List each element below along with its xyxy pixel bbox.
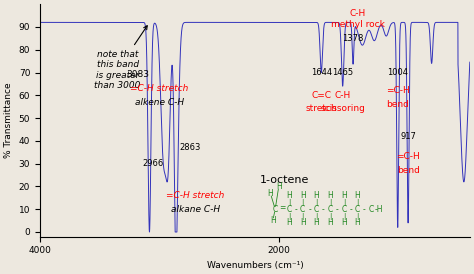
Text: |: |: [301, 199, 304, 206]
Text: H: H: [327, 218, 333, 227]
Text: H: H: [300, 191, 306, 200]
Text: 1378: 1378: [342, 34, 364, 43]
Text: note that
this band
is greater
than 3000: note that this band is greater than 3000: [94, 26, 147, 90]
Text: C: C: [341, 205, 346, 214]
Text: C: C: [300, 205, 305, 214]
Text: C-H: C-H: [335, 91, 351, 100]
Text: |: |: [288, 213, 290, 219]
Text: methyl rock: methyl rock: [331, 20, 384, 29]
Text: H: H: [341, 218, 346, 227]
Text: C: C: [314, 205, 319, 214]
Text: C: C: [273, 205, 278, 214]
Text: alkene C-H: alkene C-H: [135, 98, 184, 107]
Text: C-H: C-H: [349, 9, 366, 18]
Text: |: |: [315, 213, 318, 219]
Text: bend: bend: [386, 100, 409, 109]
Text: bend: bend: [397, 166, 419, 175]
Text: |: |: [356, 199, 359, 206]
Text: C: C: [355, 205, 360, 214]
Text: H: H: [313, 218, 319, 227]
Text: |: |: [288, 199, 290, 206]
Text: -: -: [336, 205, 338, 214]
Text: =C-H stretch: =C-H stretch: [130, 84, 189, 93]
Text: H: H: [286, 218, 292, 227]
Text: -H: -H: [374, 205, 383, 214]
Text: C: C: [328, 205, 333, 214]
Text: 2863: 2863: [180, 143, 201, 152]
Text: -: -: [363, 205, 366, 214]
Text: C=C: C=C: [311, 91, 331, 100]
Text: |: |: [315, 199, 318, 206]
Text: H: H: [300, 218, 306, 227]
Text: =C-H: =C-H: [386, 86, 410, 95]
Text: 2966: 2966: [142, 159, 164, 168]
Y-axis label: % Transmittance: % Transmittance: [4, 82, 13, 158]
Text: alkane C-H: alkane C-H: [171, 205, 220, 214]
Text: -: -: [322, 205, 325, 214]
Text: H: H: [355, 218, 360, 227]
Text: |: |: [356, 213, 359, 219]
Text: 3083: 3083: [127, 70, 149, 79]
Text: H: H: [355, 191, 360, 200]
Text: H: H: [313, 191, 319, 200]
Text: H: H: [341, 191, 346, 200]
Text: 1465: 1465: [332, 68, 353, 77]
Text: H: H: [267, 189, 273, 198]
Text: H: H: [270, 216, 276, 225]
Text: 1-octene: 1-octene: [260, 175, 310, 185]
Text: H: H: [327, 191, 333, 200]
Text: scissoring: scissoring: [320, 104, 365, 113]
X-axis label: Wavenumbers (cm⁻¹): Wavenumbers (cm⁻¹): [207, 261, 303, 270]
Text: |: |: [329, 213, 331, 219]
Text: H: H: [286, 191, 292, 200]
Text: =C-H stretch: =C-H stretch: [166, 191, 224, 200]
Text: H: H: [276, 182, 282, 191]
Text: stretch: stretch: [305, 104, 337, 113]
Text: |: |: [301, 213, 304, 219]
Text: 1004: 1004: [387, 68, 408, 77]
Text: -: -: [294, 205, 297, 214]
Text: 917: 917: [400, 132, 416, 141]
Text: -: -: [349, 205, 352, 214]
Text: C: C: [369, 205, 374, 214]
Text: C: C: [286, 205, 292, 214]
Text: |: |: [343, 199, 345, 206]
Text: =: =: [279, 204, 285, 213]
Text: |: |: [329, 199, 331, 206]
Text: -: -: [308, 205, 311, 214]
Text: |: |: [343, 213, 345, 219]
Text: 1644: 1644: [311, 68, 332, 77]
Text: =C-H: =C-H: [396, 152, 420, 161]
